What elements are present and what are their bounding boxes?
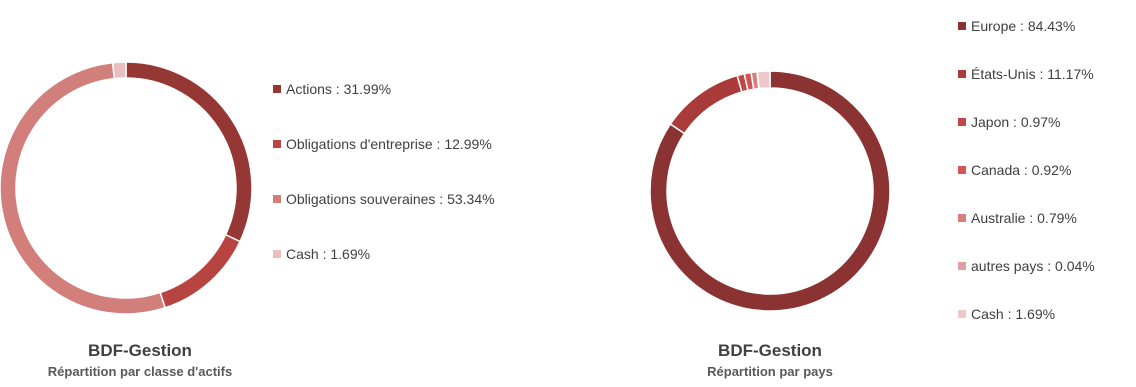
legend-swatch — [273, 249, 281, 258]
donut-slice — [669, 74, 743, 135]
donut-chart-asset-class — [0, 62, 253, 315]
legend-swatch — [958, 262, 966, 270]
legend-entry: Cash : 1.69% — [958, 301, 1095, 327]
legend-entry: Obligations d'entreprise : 12.99% — [273, 130, 495, 157]
chart-caption-asset-class: BDF-Gestion Répartition par classe d'act… — [40, 340, 240, 382]
legend-label: Actions : 31.99% — [286, 80, 392, 97]
legend-swatch — [273, 84, 281, 93]
legend-entry: Cash : 1.69% — [273, 240, 495, 267]
legend-swatch — [958, 22, 966, 30]
legend-label: autres pays : 0.04% — [971, 258, 1095, 274]
chart-subtitle: Répartition par classe d'actifs — [47, 364, 233, 379]
legend-label: Obligations d'entreprise : 12.99% — [286, 135, 492, 152]
donut-slice — [756, 70, 771, 90]
donut-chart-country — [649, 70, 891, 312]
chart-caption-country: BDF-Gestion Répartition par pays — [670, 340, 870, 382]
legend-entry: Australie : 0.79% — [958, 205, 1095, 231]
legend-swatch — [273, 139, 281, 148]
legend-entry: autres pays : 0.04% — [958, 253, 1095, 279]
legend-entry: Obligations souveraines : 53.34% — [273, 185, 495, 212]
chart-title: BDF-Gestion — [88, 341, 192, 360]
legend-swatch — [273, 194, 281, 203]
legend-swatch — [958, 166, 966, 174]
legend-swatch — [958, 70, 966, 78]
legend-label: Europe : 84.43% — [971, 18, 1076, 34]
legend-entry: États-Unis : 11.17% — [958, 61, 1095, 87]
legend-label: États-Unis : 11.17% — [971, 66, 1094, 82]
legend-label: Cash : 1.69% — [286, 245, 371, 262]
chart-title: BDF-Gestion — [718, 341, 822, 360]
legend-asset-class: Actions : 31.99% Obligations d'entrepris… — [273, 75, 495, 295]
legend-swatch — [958, 310, 966, 318]
donut-slice — [125, 62, 253, 243]
legend-entry: Actions : 31.99% — [273, 75, 495, 102]
chart-subtitle: Répartition par pays — [707, 364, 833, 379]
legend-swatch — [958, 214, 966, 222]
legend-label: Australie : 0.79% — [971, 210, 1077, 226]
legend-entry: Europe : 84.43% — [958, 13, 1095, 39]
legend-label: Canada : 0.92% — [971, 162, 1072, 178]
legend-label: Obligations souveraines : 53.34% — [286, 190, 495, 207]
legend-swatch — [958, 118, 966, 126]
legend-country: Europe : 84.43% États-Unis : 11.17% Japo… — [958, 13, 1095, 349]
donut-slice — [111, 62, 127, 80]
legend-entry: Japon : 0.97% — [958, 109, 1095, 135]
donut-slice — [159, 233, 242, 309]
donut-slice — [649, 70, 891, 312]
donut-slice — [0, 62, 167, 315]
legend-entry: Canada : 0.92% — [958, 157, 1095, 183]
legend-label: Cash : 1.69% — [971, 306, 1056, 322]
legend-label: Japon : 0.97% — [971, 114, 1061, 130]
